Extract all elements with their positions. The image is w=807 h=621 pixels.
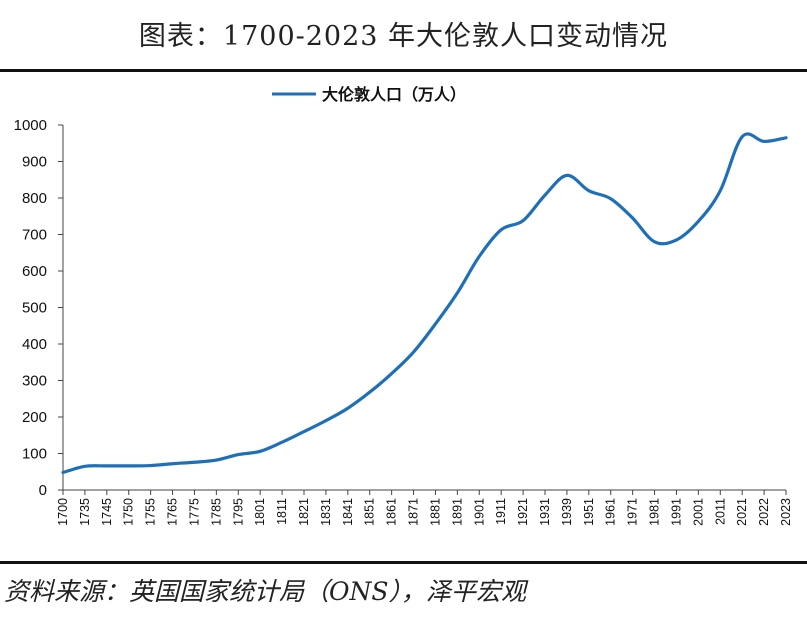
x-tick-label: 1821 xyxy=(297,498,311,526)
x-tick-label: 1745 xyxy=(100,498,114,526)
page-title: 图表：1700-2023 年大伦敦人口变动情况 xyxy=(138,21,669,52)
x-tick-label: 2022 xyxy=(757,498,771,526)
x-tick-label: 1795 xyxy=(231,498,245,526)
top-rule xyxy=(0,69,807,72)
y-tick-label: 800 xyxy=(22,190,47,207)
x-tick-label: 1841 xyxy=(341,498,355,526)
x-tick-label: 2023 xyxy=(779,498,793,526)
x-tick-label: 1735 xyxy=(78,498,92,526)
x-tick-label: 1831 xyxy=(319,498,333,526)
x-tick-label: 2021 xyxy=(735,498,749,526)
y-tick-label: 100 xyxy=(22,446,47,463)
x-axis-ticks: 1700 1735 1745 1750 1755 1765 1775 1785 1795 1801… xyxy=(56,490,793,526)
x-tick-label: 2011 xyxy=(713,498,727,525)
x-tick-label: 1991 xyxy=(669,498,683,526)
x-tick-label: 1921 xyxy=(516,498,530,526)
x-tick-label: 1901 xyxy=(472,498,486,526)
y-tick-label: 400 xyxy=(22,336,47,353)
y-tick-label: 500 xyxy=(22,300,47,317)
x-tick-label: 1939 xyxy=(560,498,574,526)
x-tick-label: 2001 xyxy=(691,498,705,526)
x-tick-label: 1981 xyxy=(648,498,662,526)
x-tick-label: 1811 xyxy=(275,498,289,525)
x-tick-label: 1785 xyxy=(209,498,223,526)
bottom-rule xyxy=(0,561,807,564)
x-tick-label: 1881 xyxy=(428,498,442,526)
x-tick-label: 1765 xyxy=(166,498,180,526)
x-tick-label: 1851 xyxy=(363,498,377,526)
y-axis-ticks: 0 100 200 300 400 500 600 700 800 900 1000 xyxy=(14,117,63,499)
line-chart: 大伦敦人口（万人） 0 100 200 300 400 500 600 700 800 900 10… xyxy=(14,85,793,526)
x-tick-label: 1861 xyxy=(385,498,399,526)
y-tick-label: 300 xyxy=(22,373,47,390)
x-tick-label: 1871 xyxy=(407,498,421,526)
y-tick-label: 600 xyxy=(22,263,47,280)
x-tick-label: 1801 xyxy=(253,498,267,526)
x-tick-label: 1775 xyxy=(187,498,201,526)
y-tick-label: 0 xyxy=(39,482,47,499)
source-note: 资料来源：英国国家统计局（ONS），泽平宏观 xyxy=(4,577,526,606)
x-tick-label: 1755 xyxy=(144,498,158,526)
x-tick-label: 1911 xyxy=(494,498,508,525)
y-tick-label: 900 xyxy=(22,154,47,171)
x-tick-label: 1700 xyxy=(56,498,70,526)
y-tick-label: 1000 xyxy=(14,117,47,134)
y-tick-label: 200 xyxy=(22,409,47,426)
chart-axes xyxy=(62,125,786,491)
chart-legend: 大伦敦人口（万人） xyxy=(272,85,466,104)
x-tick-label: 1750 xyxy=(122,498,136,526)
x-tick-label: 1971 xyxy=(626,498,640,526)
series-line xyxy=(61,132,788,475)
x-tick-label: 1931 xyxy=(538,498,552,526)
x-tick-label: 1951 xyxy=(582,498,596,526)
x-tick-label: 1961 xyxy=(604,498,618,526)
y-tick-label: 700 xyxy=(22,227,47,244)
x-tick-label: 1891 xyxy=(450,498,464,526)
legend-label: 大伦敦人口（万人） xyxy=(322,85,466,104)
